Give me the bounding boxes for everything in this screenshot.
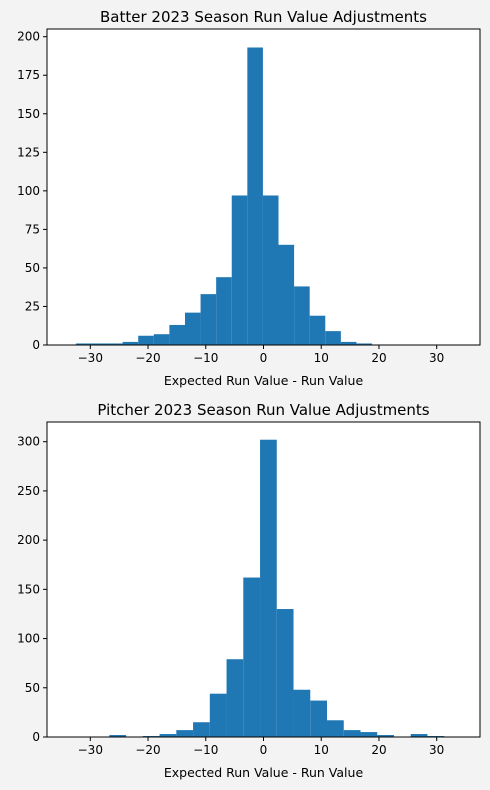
chart-title: Batter 2023 Season Run Value Adjustments bbox=[100, 8, 427, 26]
histogram-bar bbox=[138, 335, 154, 345]
histogram-bar bbox=[176, 730, 194, 737]
histogram-bar bbox=[153, 334, 170, 345]
x-tick-label: 30 bbox=[429, 351, 444, 365]
y-tick-label: 175 bbox=[17, 68, 40, 82]
histogram-bar bbox=[193, 722, 210, 737]
histogram-bar bbox=[75, 343, 92, 345]
histogram-bar bbox=[410, 734, 428, 737]
histogram-bar bbox=[122, 341, 139, 345]
histogram-bar bbox=[109, 735, 127, 737]
histogram-bar bbox=[243, 577, 261, 737]
x-axis-label: Expected Run Value - Run Value bbox=[164, 765, 364, 780]
histogram-bar bbox=[293, 689, 311, 737]
histogram-bar bbox=[184, 312, 201, 345]
x-tick-label: 30 bbox=[429, 743, 444, 757]
bars bbox=[109, 439, 445, 737]
y-axis-ticks: 0 25 50 75 100 125 150 175 200 bbox=[17, 30, 47, 352]
y-tick-label: 150 bbox=[17, 107, 40, 121]
x-tick-label: 10 bbox=[314, 743, 329, 757]
y-tick-label: 250 bbox=[17, 484, 40, 498]
y-tick-label: 75 bbox=[25, 222, 40, 236]
x-tick-label: 0 bbox=[260, 743, 268, 757]
x-tick-label: −20 bbox=[135, 743, 160, 757]
y-axis-ticks: 0 50 100 150 200 250 300 bbox=[17, 435, 47, 744]
x-tick-label: −20 bbox=[135, 351, 160, 365]
x-axis-label: Expected Run Value - Run Value bbox=[164, 373, 364, 388]
histogram-bar bbox=[276, 609, 294, 737]
histogram-bar bbox=[278, 244, 295, 345]
y-tick-label: 50 bbox=[25, 681, 40, 695]
y-tick-label: 300 bbox=[17, 435, 40, 449]
histogram-bar bbox=[159, 734, 177, 737]
y-tick-label: 25 bbox=[25, 299, 40, 313]
y-tick-label: 0 bbox=[32, 338, 40, 352]
histogram-bar bbox=[262, 195, 279, 345]
histogram-bar bbox=[309, 315, 326, 345]
histogram-bar bbox=[356, 343, 373, 345]
x-tick-label: −10 bbox=[193, 743, 218, 757]
histogram-bar bbox=[231, 195, 248, 345]
x-axis-ticks: −30 −20 −10 0 10 20 30 bbox=[78, 345, 444, 365]
histogram-bar bbox=[310, 700, 328, 737]
histogram-bar bbox=[247, 47, 263, 346]
histogram-bar bbox=[107, 343, 123, 345]
histogram-bar bbox=[360, 732, 378, 737]
y-tick-label: 200 bbox=[17, 30, 40, 44]
histogram-bar bbox=[216, 277, 232, 345]
histogram-bar bbox=[343, 730, 361, 737]
x-tick-label: −30 bbox=[78, 351, 103, 365]
x-tick-label: −30 bbox=[78, 743, 103, 757]
y-tick-label: 100 bbox=[17, 184, 40, 198]
histogram-bar bbox=[169, 324, 185, 345]
x-axis-ticks: −30 −20 −10 0 10 20 30 bbox=[78, 737, 444, 757]
y-tick-label: 125 bbox=[17, 145, 40, 159]
bars bbox=[75, 47, 373, 346]
histogram-bar bbox=[200, 294, 217, 345]
x-tick-label: 20 bbox=[371, 743, 386, 757]
chart-title: Pitcher 2023 Season Run Value Adjustment… bbox=[97, 401, 429, 419]
x-tick-label: 20 bbox=[371, 351, 386, 365]
y-tick-label: 200 bbox=[17, 533, 40, 547]
plot-frame bbox=[46, 421, 481, 738]
histogram-bar bbox=[325, 331, 341, 345]
x-tick-label: 0 bbox=[260, 351, 268, 365]
y-tick-label: 0 bbox=[32, 730, 40, 744]
y-tick-label: 150 bbox=[17, 582, 40, 596]
histogram-bar bbox=[327, 720, 344, 737]
plot-frame bbox=[46, 28, 481, 346]
pitcher-histogram: −30 −20 −10 0 10 20 30 0 50 100 150 200 250 300 Pitc… bbox=[17, 401, 481, 780]
batter-histogram: −30 −20 −10 0 10 20 30 0255075100125150175200 … bbox=[17, 8, 481, 388]
y-tick-label: 100 bbox=[17, 632, 40, 646]
x-tick-label: −10 bbox=[193, 351, 218, 365]
histogram-bar bbox=[91, 343, 108, 345]
histogram-bar bbox=[294, 286, 310, 345]
histogram-bar bbox=[260, 439, 277, 737]
histogram-bar bbox=[209, 693, 227, 737]
histogram-bar bbox=[226, 659, 244, 737]
histogram-bar bbox=[377, 735, 394, 737]
y-tick-label: 50 bbox=[25, 261, 40, 275]
histogram-bar bbox=[340, 341, 357, 345]
x-tick-label: 10 bbox=[314, 351, 329, 365]
